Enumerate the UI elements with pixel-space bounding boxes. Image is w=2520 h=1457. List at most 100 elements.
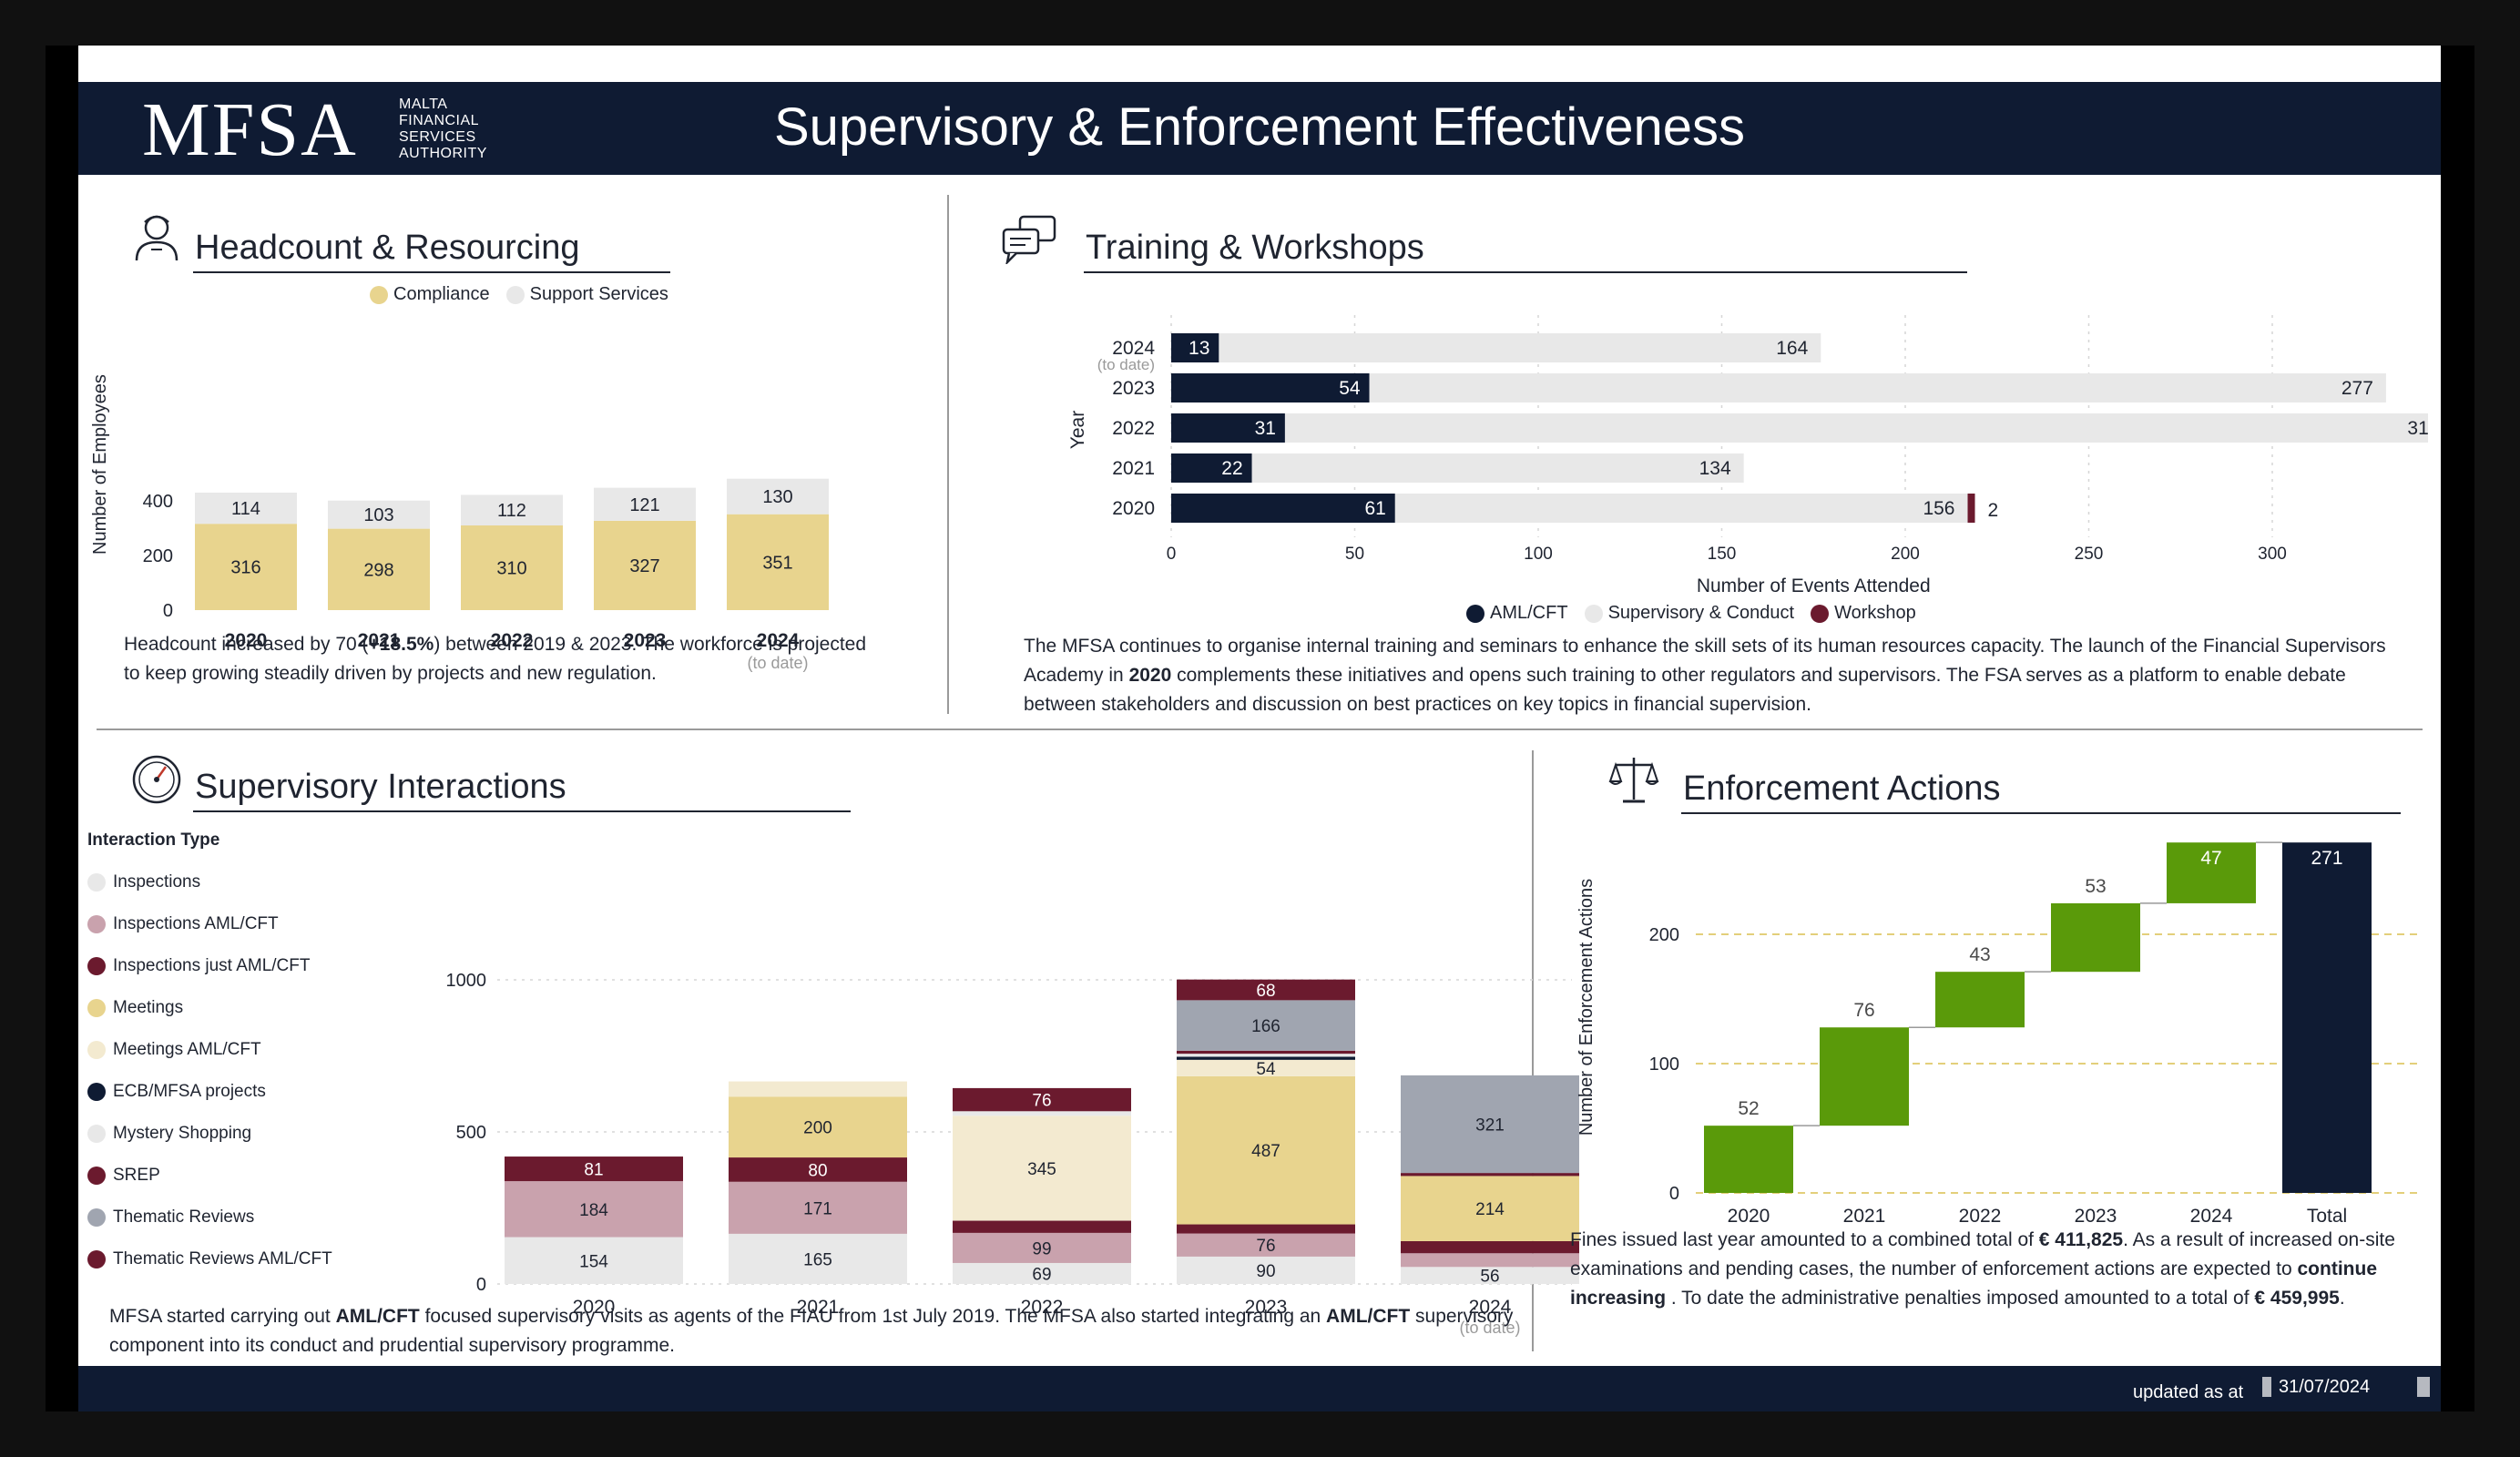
chat-bubbles-icon [1002,215,1056,264]
bar-inspections-aml-cft-2023 [1177,1233,1355,1257]
text-run: focused supervisory visits as agents of … [419,1306,1327,1327]
x-tick-label: 2020 [573,1297,616,1318]
bar-2021 [1820,1027,1909,1126]
header-bar: MFSA MALTA FINANCIAL SERVICES AUTHORITY … [78,82,2441,175]
bar-inspections-aml-cft-2021 [729,1181,907,1234]
data-label: 47 [2200,848,2221,869]
legend-dot [87,873,106,892]
headcount-legend: Compliance Support Services [370,284,668,305]
bar-supervisory-conduct-2020 [1394,494,1968,523]
bar-compliance-2021 [328,528,430,610]
x-tick-label: 2024 [2190,1206,2233,1227]
y-tick-note: (to date) [1097,356,1155,373]
bar-inspections-2021 [729,1233,907,1284]
data-label: 76 [1256,1237,1275,1256]
enforcement-paragraph: Fines issued last year amounted to a com… [1570,1226,2408,1313]
legend-dot [1584,604,1603,623]
legend-item-support-services: Support Services [505,284,668,305]
divider-vertical-top [947,195,949,714]
text-bold: 2020 [1128,665,1172,686]
x-tick-label: 2021 [358,630,401,651]
logo-sub-line: AUTHORITY [399,146,487,161]
training-legend: AML/CFT Supervisory & Conduct Workshop [1466,603,1916,624]
x-tick-note: (to date) [1459,1319,1520,1337]
legend-item-srep: SREP [87,1155,332,1197]
legend-label: Compliance [393,284,490,304]
data-label: 321 [1475,1116,1505,1135]
bar-thematic-reviews-aml-cft-2023 [1177,979,1355,1001]
divider-horizontal [97,728,2423,730]
bar-thematic-reviews-2023 [1177,1000,1355,1051]
legend-item-inspections-just-aml-cft: Inspections just AML/CFT [87,945,332,987]
data-label: 52 [1738,1098,1759,1119]
bar-srep-2023 [1177,1050,1355,1055]
bar-2023 [2051,902,2140,973]
legend-label: Mystery Shopping [113,1124,252,1143]
interactions-title: Supervisory Interactions [195,768,566,806]
legend-dot [505,285,525,304]
bar-total [2282,842,2372,1193]
logo-sub-line: MALTA [399,97,448,112]
x-tick-label: 150 [1708,545,1737,564]
legend-label: SREP [113,1166,160,1185]
bar-inspections-just-aml-cft-2020 [505,1156,683,1182]
date-marker [2262,1377,2271,1397]
legend-item-mystery-shopping: Mystery Shopping [87,1113,332,1155]
bar-inspections-just-aml-cft-2024 [1401,1240,1579,1254]
legend-dot [87,1250,106,1269]
training-title: Training & Workshops [1086,229,1424,267]
legend-dot [1811,604,1830,623]
data-label: 316 [230,558,260,578]
bar-inspections-2024 [1401,1267,1579,1284]
footer-bar: updated as at 31/07/2024 [78,1366,2441,1411]
data-label: 43 [1969,944,1990,965]
headcount-chart: Number of Employees 0 200 400 316 114 2020 298 1… [90,374,829,672]
legend-dot [87,1167,106,1185]
bar-support-services-2021 [328,500,430,529]
text-run: MFSA started carrying out [109,1306,336,1327]
legend-label: Inspections [113,872,201,892]
data-label: 200 [803,1119,832,1138]
bar-srep-2024 [1401,1173,1579,1177]
legend-item-inspections: Inspections [87,861,332,903]
legend-item-ecb-mfsa-projects: ECB/MFSA projects [87,1071,332,1113]
y-tick-label: 0 [1669,1184,1679,1204]
data-label: 31 [1255,418,1276,439]
text-run: Headcount increased by 70 ( [124,634,369,655]
updated-label: updated as at [2133,1382,2244,1402]
updated-date: 31/07/2024 [2279,1377,2371,1397]
footer-scroll-handle[interactable] [2417,1377,2430,1397]
bar-2020 [1704,1126,1793,1193]
bar-aml-cft-2023 [1171,373,1370,402]
bar-compliance-2024 [727,514,829,610]
legend-item-meetings-aml-cft: Meetings AML/CFT [87,1029,332,1071]
x-tick-label: 250 [2075,545,2104,564]
legend-dot [87,1125,106,1143]
legend-item-supervisory-conduct: Supervisory & Conduct [1584,603,1794,624]
text-run: complements these initiatives and opens … [1024,665,2346,715]
headcount-paragraph: Headcount increased by 70 (+18.5%) betwe… [124,630,871,688]
legend-dot [87,1083,106,1101]
text-bold: continue increasing [1570,1258,2377,1309]
x-tick-label: 2023 [624,630,667,651]
x-tick-label: 2023 [2075,1206,2117,1227]
bar-2024 [2167,842,2256,903]
data-label: 154 [579,1252,608,1271]
legend-item-compliance: Compliance [370,284,490,305]
y-tick-label: 500 [456,1123,486,1143]
text-run: ) between 2019 & 2023. The workforce is … [124,634,867,684]
legend-item-inspections-aml-cft: Inspections AML/CFT [87,903,332,945]
text-run: . To date the administrative penalties i… [1666,1288,2255,1309]
bar-workshop-2020 [1967,494,1975,523]
enforcement-title: Enforcement Actions [1683,769,2001,808]
y-tick-label: 0 [163,601,173,621]
interaction-type-legend: Inspections Inspections AML/CFT Inspection… [87,861,332,1280]
logo-sub-line: SERVICES [399,129,476,145]
bar-support-services-2024 [727,478,829,515]
x-tick-label: 2024 [757,630,800,651]
text-run: . [2339,1288,2345,1309]
legend-label: Thematic Reviews AML/CFT [113,1249,332,1269]
text-bold: € 459,995 [2254,1288,2340,1309]
legend-item-workshop: Workshop [1811,603,1916,624]
x-tick-label: 2020 [1728,1206,1770,1227]
